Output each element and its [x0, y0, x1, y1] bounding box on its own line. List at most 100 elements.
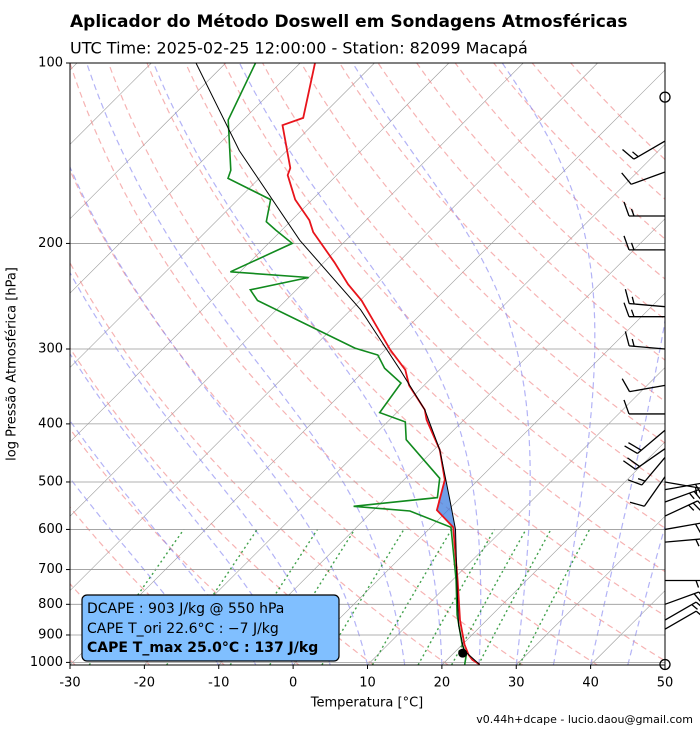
y-tick-label: 700 [38, 562, 63, 577]
barb [694, 523, 700, 534]
barb [624, 445, 638, 455]
barb-staff [643, 476, 666, 507]
dry-adiabat [531, 63, 665, 200]
x-tick-label: -30 [59, 676, 80, 691]
barb-staff [664, 591, 700, 605]
barb-staff [664, 482, 700, 491]
wind-barb [623, 201, 665, 217]
dry-adiabat [416, 63, 665, 321]
barb [693, 593, 700, 602]
isotherm [144, 143, 665, 665]
barb [637, 477, 646, 482]
wind-barb [621, 378, 666, 393]
moist-adiabat [501, 63, 596, 665]
barb [630, 309, 635, 317]
barb [623, 302, 630, 317]
dry-adiabat [107, 63, 665, 662]
barb [695, 601, 700, 607]
chart-title: Aplicador do Método Doswell em Sondagens… [70, 12, 627, 32]
barb [695, 539, 700, 547]
plot-frame [69, 62, 666, 666]
dewpoint-line [227, 63, 468, 665]
barb [623, 201, 630, 217]
isotherm [664, 664, 665, 665]
dry-adiabat [184, 63, 665, 573]
moist-adiabat [238, 63, 482, 665]
barb-staff [637, 429, 666, 454]
x-tick-label: 50 [657, 676, 674, 691]
barb-staff [664, 500, 698, 517]
barb-staff [635, 448, 666, 470]
moist-adiabat [86, 63, 406, 665]
barb-staff [641, 457, 666, 486]
annotation: DCAPE : 903 J/kg @ 550 hPa [87, 601, 284, 617]
wind-barb [664, 610, 700, 630]
barb [623, 399, 630, 415]
dry-adiabat [70, 346, 374, 665]
moist-adiabat [70, 477, 220, 665]
barb-staff [664, 481, 700, 489]
wind-barb [664, 591, 700, 605]
moist-adiabat [152, 63, 443, 665]
calm-marker [659, 91, 671, 103]
isotherm [70, 63, 301, 294]
wind-barb [624, 429, 666, 455]
dry-adiabat [262, 63, 665, 486]
x-tick-label: -10 [208, 676, 229, 691]
barb-staff [633, 140, 666, 160]
isotherm [516, 515, 665, 665]
wind-barb [664, 500, 700, 517]
isotherm [367, 367, 665, 665]
isotherm [590, 590, 665, 665]
wind-barb [659, 91, 671, 103]
barb [628, 442, 642, 451]
barb [695, 580, 700, 588]
wind-barb [664, 522, 700, 534]
barb [624, 288, 630, 304]
wind-barb [623, 302, 665, 318]
barb [632, 151, 639, 158]
background-lines [70, 63, 665, 665]
x-tick-label: 0 [289, 676, 297, 691]
annotation: CAPE T_max 25.0°C : 137 J/kg [87, 640, 318, 656]
x-tick-label: 30 [508, 676, 525, 691]
isotherm [441, 441, 665, 665]
cape-area [436, 450, 457, 567]
x-tick-label: 40 [582, 676, 599, 691]
mixing-ratio-line [417, 529, 496, 665]
dry-adiabat [454, 63, 665, 280]
wind-barb [664, 489, 700, 503]
barb [630, 208, 635, 217]
wind-barb [623, 399, 665, 415]
mixing-ratio-line [450, 529, 527, 665]
barb [623, 235, 630, 251]
barb [623, 460, 636, 470]
isotherm [70, 63, 226, 220]
calm-marker [659, 658, 671, 671]
barb-staff [664, 538, 700, 543]
isotherm [70, 63, 450, 443]
parcel-line [195, 63, 480, 665]
dry-adiabat [570, 63, 665, 161]
dry-adiabat [223, 63, 665, 529]
wind-barb [624, 288, 666, 308]
wind-barb [623, 448, 666, 470]
wind-barb [624, 331, 666, 350]
wind-barb [629, 476, 666, 507]
barb [621, 378, 631, 392]
dry-adiabat [146, 63, 665, 617]
y-tick-label: 300 [38, 341, 63, 356]
moist-adiabat [70, 271, 331, 665]
wind-barb [621, 171, 666, 185]
moist-adiabat [70, 165, 369, 665]
barb [697, 500, 700, 505]
barb-staff [630, 171, 666, 185]
wind-barb [627, 457, 666, 486]
y-tick-label: 800 [38, 597, 63, 612]
x-tick-label: -20 [134, 676, 155, 691]
wind-barb [664, 538, 700, 547]
mixing-ratio-line [477, 529, 552, 665]
barb-staff [629, 345, 666, 350]
